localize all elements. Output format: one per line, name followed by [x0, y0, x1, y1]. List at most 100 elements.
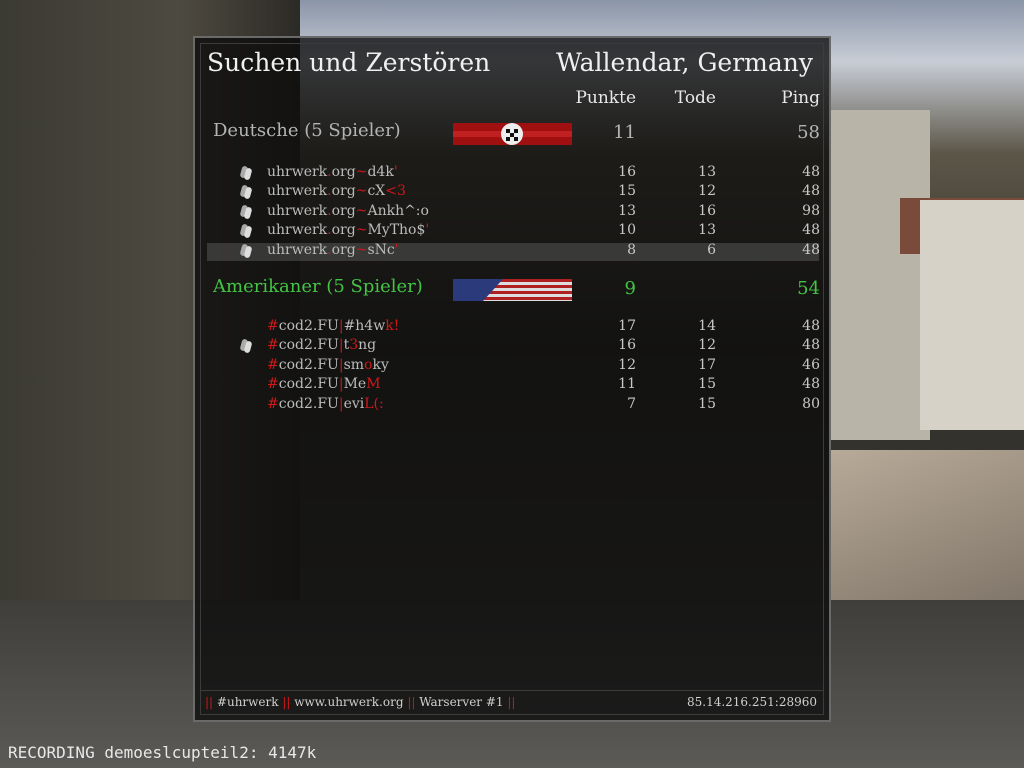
- name-segment: #: [267, 356, 279, 373]
- name-segment: ~: [355, 183, 368, 200]
- name-segment: |: [338, 376, 344, 393]
- player-name[interactable]: #cod2.FU|t3ng: [267, 337, 376, 353]
- name-segment: uhrwerk: [267, 202, 328, 219]
- name-segment: sm: [343, 356, 365, 373]
- player-name[interactable]: #cod2.FU|eviL(:: [267, 396, 384, 412]
- dog-tags-icon: [240, 204, 252, 220]
- name-segment: cX: [367, 183, 386, 200]
- name-segment: ~: [355, 222, 368, 239]
- name-segment: cod2.FU: [278, 318, 339, 334]
- column-ping: Ping: [781, 88, 820, 108]
- name-segment: Ankh^:o: [367, 202, 429, 219]
- player-score: 11: [618, 376, 636, 393]
- name-segment: |: [338, 395, 344, 412]
- name-segment: cod2.FU: [278, 395, 339, 412]
- player-deaths: 13: [698, 164, 716, 180]
- player-deaths: 12: [698, 183, 716, 200]
- name-segment: cod2.FU: [278, 337, 339, 354]
- name-segment: evi: [343, 395, 365, 412]
- player-deaths: 12: [698, 337, 716, 354]
- player-score: 8: [627, 241, 636, 258]
- name-segment: ': [393, 164, 398, 180]
- name-segment: |: [338, 356, 344, 373]
- server-address: 85.14.216.251:28960: [686, 695, 817, 709]
- name-segment: t: [343, 337, 350, 354]
- name-segment: org: [331, 164, 356, 180]
- player-name[interactable]: #cod2.FU|MeM: [267, 376, 381, 392]
- name-segment: .: [327, 164, 332, 180]
- name-segment: #h4w: [343, 318, 386, 334]
- player-score: 7: [627, 395, 636, 412]
- player-score: 15: [618, 183, 636, 200]
- server-info: || #uhrwerk || www.uhrwerk.org || Warser…: [205, 695, 515, 709]
- player-deaths: 14: [698, 318, 716, 334]
- scoreboard-border: [200, 43, 824, 715]
- player-deaths: 13: [698, 222, 716, 239]
- map-name: Wallendar, Germany: [556, 48, 813, 77]
- player-name[interactable]: uhrwerk.org~d4k': [267, 164, 398, 180]
- name-segment: org: [331, 202, 356, 219]
- player-name[interactable]: uhrwerk.org~Ankh^:o: [267, 203, 429, 219]
- player-ping: 48: [802, 376, 820, 393]
- player-ping: 48: [802, 337, 820, 354]
- name-segment: k!: [385, 318, 400, 334]
- name-segment: Warserver #1: [419, 695, 508, 709]
- team-ping: 54: [797, 278, 820, 299]
- player-ping: 98: [802, 202, 820, 219]
- team-name: Amerikaner (5 Spieler): [213, 276, 423, 297]
- name-segment: 3: [349, 337, 359, 354]
- name-segment: Me: [343, 376, 367, 393]
- name-segment: ~: [355, 202, 368, 219]
- scene-house-far: [920, 200, 1024, 430]
- name-segment: ||: [205, 695, 217, 709]
- player-score: 13: [618, 202, 636, 219]
- name-segment: uhrwerk: [267, 222, 328, 239]
- recording-status: RECORDING demoeslcupteil2: 4147k: [8, 743, 317, 762]
- name-segment: org: [331, 241, 356, 258]
- name-segment: ky: [372, 356, 389, 373]
- name-segment: |: [338, 318, 344, 334]
- highlighted-row: [207, 242, 819, 261]
- name-segment: MyTho$: [367, 222, 426, 239]
- name-segment: L(:: [364, 395, 384, 412]
- player-score: 10: [618, 222, 636, 239]
- player-deaths: 16: [698, 202, 716, 219]
- team-score: 11: [613, 122, 636, 143]
- name-segment: |: [338, 337, 344, 354]
- player-name[interactable]: uhrwerk.org~sNc': [267, 242, 399, 258]
- name-segment: .: [327, 222, 332, 239]
- column-score: Punkte: [575, 88, 636, 108]
- name-segment: #: [267, 318, 279, 334]
- player-deaths: 15: [698, 376, 716, 393]
- dog-tags-icon: [240, 223, 252, 239]
- player-score: 16: [618, 164, 636, 180]
- name-segment: .: [327, 183, 332, 200]
- gametype-title: Suchen und Zerstören: [207, 48, 491, 77]
- dog-tags-icon: [240, 184, 252, 200]
- player-ping: 48: [802, 164, 820, 180]
- german-flag-icon: [453, 123, 572, 145]
- name-segment: ': [425, 222, 430, 239]
- scene-house: [830, 110, 930, 440]
- dog-tags-icon: [240, 338, 252, 354]
- team-score: 9: [624, 278, 636, 299]
- player-ping: 48: [802, 318, 820, 334]
- player-name[interactable]: uhrwerk.org~cX<3: [267, 183, 406, 199]
- scene-rubble: [830, 450, 1024, 620]
- name-segment: .: [327, 202, 332, 219]
- name-segment: ng: [358, 337, 377, 354]
- name-segment: cod2.FU: [278, 356, 339, 373]
- name-segment: org: [331, 222, 356, 239]
- player-name[interactable]: uhrwerk.org~MyTho$': [267, 222, 429, 238]
- name-segment: ~: [355, 164, 368, 180]
- player-name[interactable]: #cod2.FU|smoky: [267, 357, 389, 373]
- team-name: Deutsche (5 Spieler): [213, 120, 401, 141]
- name-segment: ||: [407, 695, 420, 709]
- player-name[interactable]: #cod2.FU|#h4wk!: [267, 318, 399, 334]
- player-deaths: 17: [698, 356, 716, 373]
- server-footer: || #uhrwerk || www.uhrwerk.org || Warser…: [201, 690, 823, 716]
- name-segment: ||: [507, 695, 516, 709]
- player-score: 17: [618, 318, 636, 334]
- name-segment: ': [394, 241, 399, 258]
- name-segment: #: [267, 337, 279, 354]
